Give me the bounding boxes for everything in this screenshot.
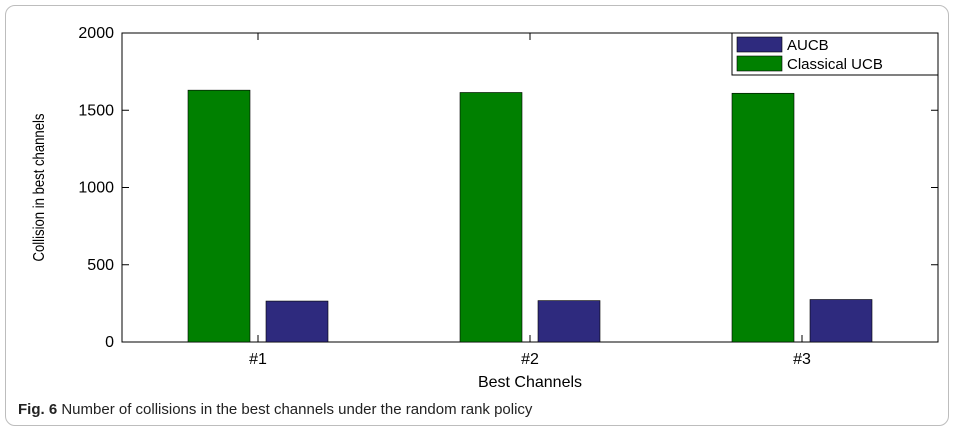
bar-classical-ucb-2 bbox=[459, 92, 523, 343]
bar-aucb-1 bbox=[265, 300, 329, 343]
figure-caption-text: Number of collisions in the best channel… bbox=[61, 401, 533, 418]
y-tick-label: 2000 bbox=[78, 25, 114, 42]
legend-swatch-classical-ucb bbox=[736, 55, 783, 72]
y-tick-label: 1000 bbox=[78, 180, 114, 197]
figure-label: Fig. 6 bbox=[18, 401, 58, 418]
y-tick-label: 500 bbox=[87, 257, 114, 274]
plot-area: 0 500 1000 1500 2000 #1 #2 #3 AUCB Classical UCB bbox=[78, 25, 939, 368]
x-tick-label: #2 bbox=[521, 351, 539, 368]
x-axis-title: Best Channels bbox=[478, 374, 582, 391]
bar-aucb-2 bbox=[537, 300, 601, 343]
legend-swatch-aucb bbox=[736, 36, 783, 53]
bar-classical-ucb-1 bbox=[187, 89, 251, 343]
y-axis-title: Collision in best channels bbox=[31, 114, 48, 262]
x-tick-label: #3 bbox=[793, 351, 811, 368]
figure-caption: Fig. 6 Number of collisions in the best … bbox=[18, 401, 532, 418]
bar-classical-ucb-3 bbox=[731, 92, 795, 343]
x-tick-label: #1 bbox=[249, 351, 267, 368]
bar-aucb-3 bbox=[809, 299, 873, 343]
legend-label-aucb: AUCB bbox=[787, 37, 829, 54]
y-tick-label: 1500 bbox=[78, 102, 114, 119]
y-tick-label: 0 bbox=[105, 334, 114, 351]
legend-label-classical-ucb: Classical UCB bbox=[787, 56, 883, 73]
